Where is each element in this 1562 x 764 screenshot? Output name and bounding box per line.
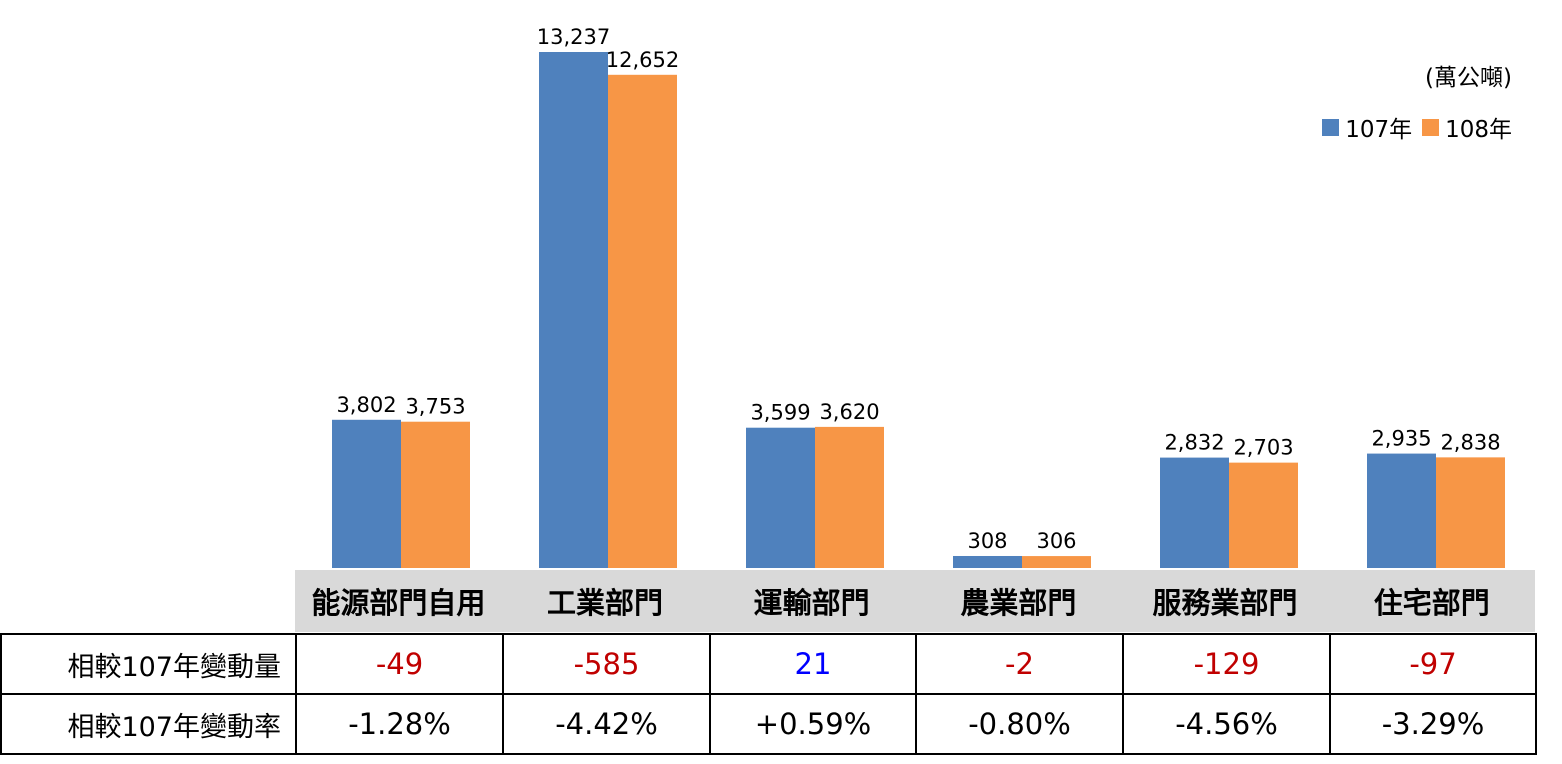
category-label: 服務業部門 [1152,586,1298,620]
bar-108-3 [1022,556,1091,568]
category-label: 農業部門 [960,586,1077,620]
bar-107-1 [539,52,608,568]
legend-item-107: 107年 [1322,110,1412,144]
bar-108-2 [815,426,884,568]
rate-cell: -4.42% [502,693,711,755]
rate-row-label: 相較107年變動率 [0,693,297,755]
data-label-107-1: 13,237 [537,25,610,49]
category-band [295,570,1535,632]
legend: 107年 108年 [1322,110,1512,144]
data-label-108-3: 306 [1036,529,1076,553]
data-label-108-4: 2,703 [1233,436,1293,460]
bar-107-4 [1160,457,1229,568]
data-label-108-5: 2,838 [1440,430,1500,454]
rate-cell: -4.56% [1122,693,1331,755]
rate-cell: -0.80% [915,693,1124,755]
unit-label: (萬公噸) [1425,65,1512,91]
category-label: 運輸部門 [753,586,870,620]
data-label-107-2: 3,599 [750,401,810,425]
legend-item-108: 108年 [1422,110,1512,144]
rate-cell: -1.28% [295,693,504,755]
data-label-108-2: 3,620 [819,400,879,424]
rate-cell: -3.29% [1329,693,1537,755]
data-label-107-3: 308 [967,529,1007,553]
change-row: 相較107年變動量 -49 -585 21 -2 -129 -97 [0,633,1537,695]
bar-107-3 [953,555,1022,568]
change-cell: -49 [295,633,504,695]
data-label-108-1: 12,652 [606,48,679,72]
legend-swatch-108 [1422,118,1440,136]
data-label-107-5: 2,935 [1371,427,1431,451]
change-row-label: 相較107年變動量 [0,633,297,695]
category-label: 住宅部門 [1373,586,1490,620]
legend-label-108: 108年 [1445,117,1512,143]
change-cell: -585 [502,633,711,695]
change-cell: 21 [709,633,917,695]
bar-108-1 [608,74,677,568]
stats-table: 相較107年變動量 -49 -585 21 -2 -129 -97 相較107年… [0,633,1537,755]
data-label-107-0: 3,802 [336,393,396,417]
data-label-108-0: 3,753 [405,395,465,419]
bar-107-0 [332,419,401,568]
change-cell: -129 [1122,633,1331,695]
bar-107-5 [1367,453,1436,568]
rate-cell: +0.59% [709,693,917,755]
category-label: 能源部門自用 [311,586,486,620]
bar-108-5 [1436,457,1505,568]
category-label: 工業部門 [547,586,664,620]
category-labels: 能源部門自用 工業部門 運輸部門 農業部門 服務業部門 住宅部門 [295,570,1535,632]
data-label-107-4: 2,832 [1164,431,1224,455]
rate-row: 相較107年變動率 -1.28% -4.42% +0.59% -0.80% -4… [0,693,1537,755]
bar-108-4 [1229,462,1298,568]
legend-swatch-107 [1322,118,1340,136]
change-cell: -97 [1329,633,1537,695]
bar-108-0 [401,421,470,568]
change-cell: -2 [915,633,1124,695]
bar-107-2 [746,427,815,568]
legend-label-107: 107年 [1345,117,1413,143]
